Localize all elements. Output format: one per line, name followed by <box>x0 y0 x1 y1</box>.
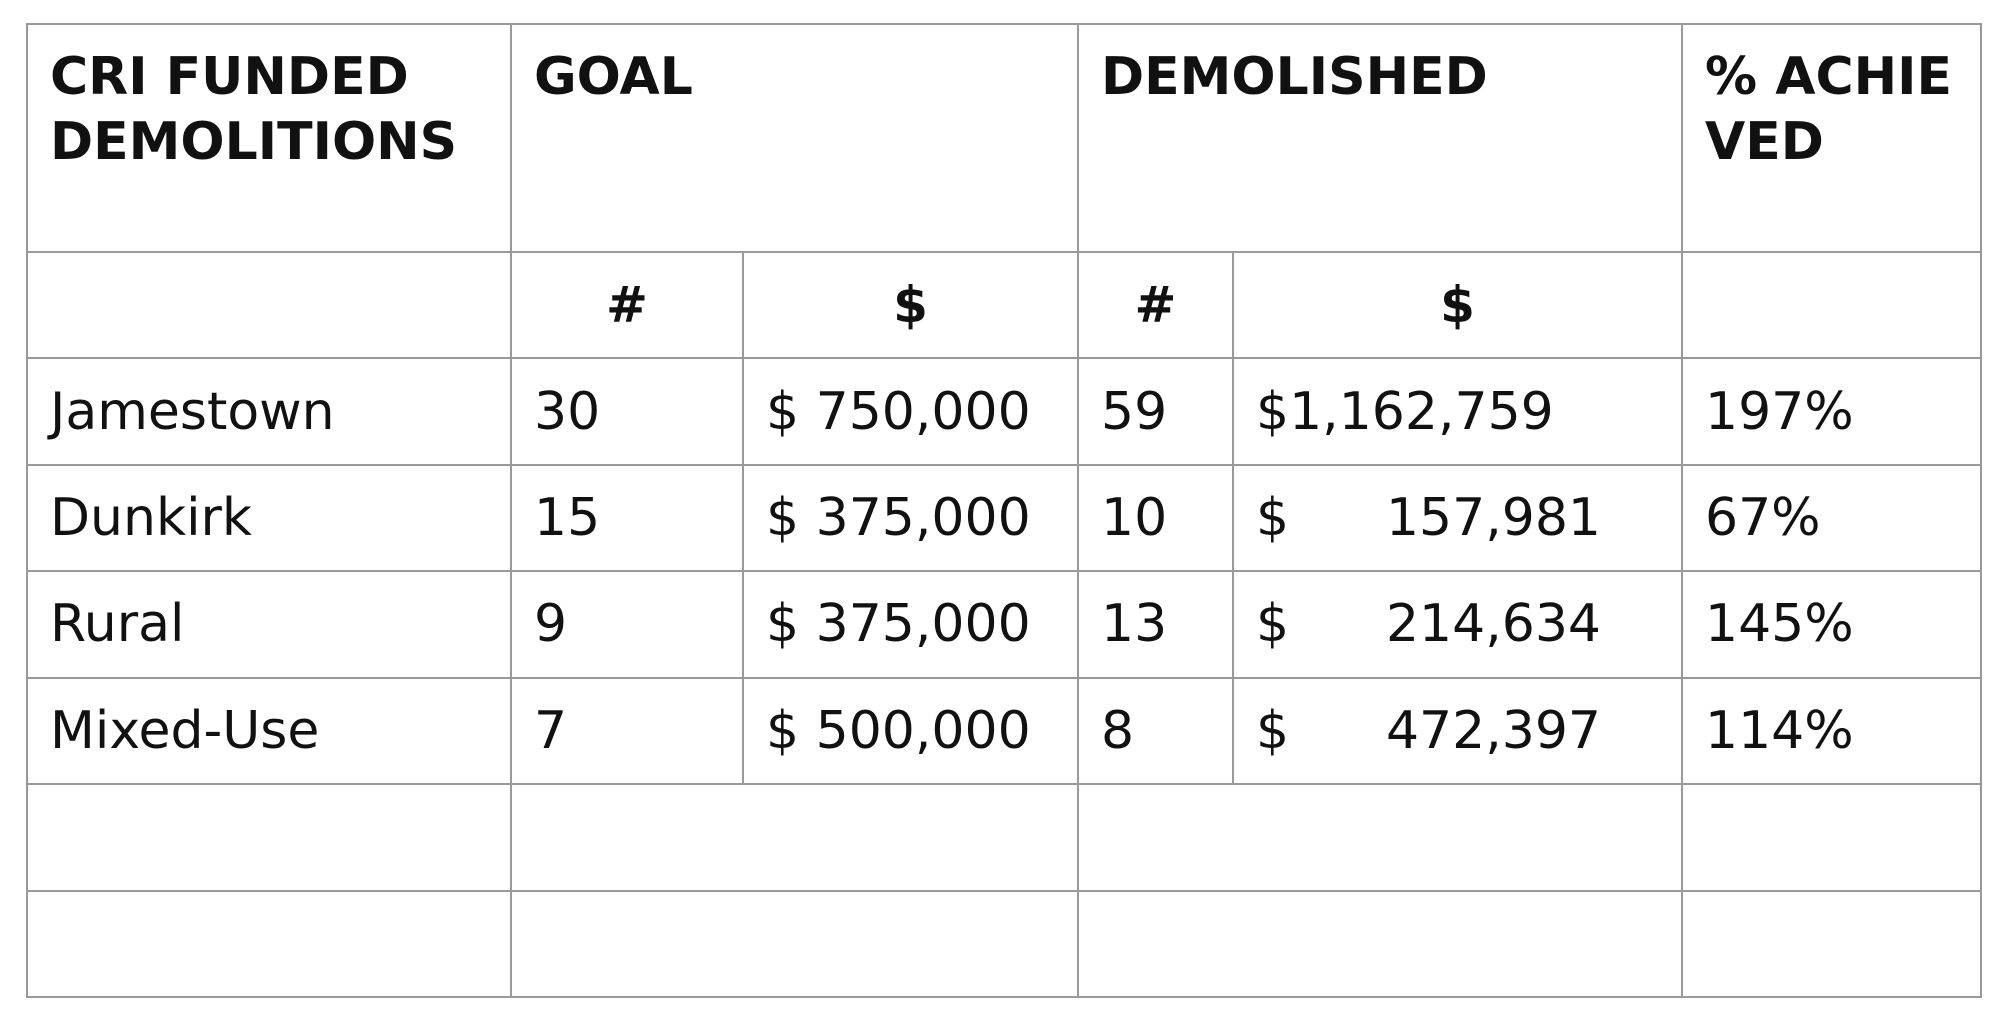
empty-row <box>26 783 1982 892</box>
row-percent-achieved: 114% <box>1681 676 1982 786</box>
row-demolished-amount-group: $ 214,634 <box>1256 594 1680 655</box>
empty-cell <box>1681 889 1982 999</box>
header-cri-funded-demolitions: CRI FUNDED DEMOLITIONS <box>26 23 512 253</box>
row-demolished-amount: $1,162,759 <box>1232 357 1683 466</box>
row-goal-count: 9 <box>510 570 744 679</box>
subheader-goal-count: # <box>510 250 744 360</box>
empty-cell <box>1681 783 1982 892</box>
subheader-row: # $ # $ <box>26 250 1982 360</box>
row-demolished-currency: $1,162,759 <box>1256 381 1554 442</box>
demolitions-table: CRI FUNDED DEMOLITIONS GOAL DEMOLISHED %… <box>26 23 1982 999</box>
row-goal-amount: $ 750,000 <box>742 357 1079 466</box>
table-row: Dunkirk 15 $ 375,000 10 $ 157,981 67% <box>26 463 1982 573</box>
row-name: Dunkirk <box>26 463 512 573</box>
row-demolished-currency: $ <box>1256 488 1290 549</box>
subheader-goal-amount: $ <box>742 250 1079 360</box>
header-row: CRI FUNDED DEMOLITIONS GOAL DEMOLISHED %… <box>26 23 1982 253</box>
row-demolished-currency: $ <box>1256 700 1290 761</box>
row-goal-count: 7 <box>510 676 744 786</box>
row-demolished-value: 214,634 <box>1385 594 1601 655</box>
row-goal-count: 15 <box>510 463 744 573</box>
row-demolished-currency: $ <box>1256 594 1290 655</box>
row-demolished-count: 59 <box>1077 357 1234 466</box>
subheader-demolished-count: # <box>1077 250 1234 360</box>
row-percent-achieved: 145% <box>1681 570 1982 679</box>
header-demolished: DEMOLISHED <box>1077 23 1683 253</box>
empty-cell <box>510 889 1079 999</box>
row-name: Rural <box>26 570 512 679</box>
row-demolished-count: 8 <box>1077 676 1234 786</box>
row-name: Mixed-Use <box>26 676 512 786</box>
row-demolished-amount: $ 214,634 <box>1232 570 1683 679</box>
subheader-demolished-amount: $ <box>1232 250 1683 360</box>
row-demolished-amount-group: $ 157,981 <box>1256 488 1680 549</box>
row-goal-amount: $ 375,000 <box>742 463 1079 573</box>
empty-cell <box>1077 783 1683 892</box>
row-demolished-value: 472,397 <box>1385 700 1601 761</box>
row-demolished-amount-group: $ 472,397 <box>1256 700 1680 761</box>
row-goal-amount: $ 375,000 <box>742 570 1079 679</box>
row-name: Jamestown <box>26 357 512 466</box>
row-demolished-amount: $ 472,397 <box>1232 676 1683 786</box>
row-percent-achieved: 67% <box>1681 463 1982 573</box>
row-goal-amount: $ 500,000 <box>742 676 1079 786</box>
row-demolished-amount: $ 157,981 <box>1232 463 1683 573</box>
empty-cell <box>26 783 512 892</box>
empty-cell <box>26 889 512 999</box>
row-goal-count: 30 <box>510 357 744 466</box>
header-goal: GOAL <box>510 23 1079 253</box>
row-percent-achieved: 197% <box>1681 357 1982 466</box>
empty-row <box>26 889 1982 999</box>
empty-cell <box>1077 889 1683 999</box>
table-row: Mixed-Use 7 $ 500,000 8 $ 472,397 114% <box>26 676 1982 786</box>
table-row: Jamestown 30 $ 750,000 59 $1,162,759 197… <box>26 357 1982 466</box>
empty-cell <box>510 783 1079 892</box>
subheader-pct-empty <box>1681 250 1982 360</box>
row-demolished-value: 157,981 <box>1385 488 1601 549</box>
row-demolished-count: 13 <box>1077 570 1234 679</box>
subheader-empty <box>26 250 512 360</box>
header-percent-achieved: % ACHIEVED <box>1681 23 1982 253</box>
table-row: Rural 9 $ 375,000 13 $ 214,634 145% <box>26 570 1982 679</box>
row-demolished-count: 10 <box>1077 463 1234 573</box>
